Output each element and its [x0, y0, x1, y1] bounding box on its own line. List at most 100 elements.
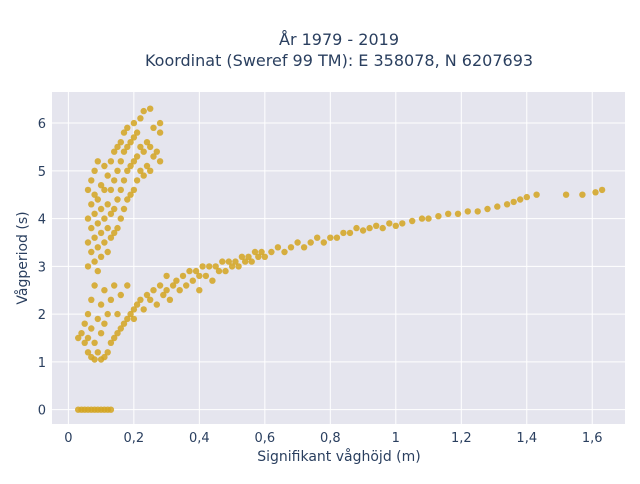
tick-labels: 0 0,2 0,4 0,6 0,8 1 1,2 1,4 1,6 0 1 2 3 4 5 6 [38, 117, 603, 446]
data-point [97, 253, 105, 260]
data-point [127, 191, 134, 198]
data-point [150, 124, 157, 131]
data-point [156, 158, 164, 165]
data-point [97, 229, 105, 237]
data-point [140, 172, 147, 179]
data-point [124, 143, 131, 151]
data-point [107, 339, 115, 346]
data-point [409, 217, 416, 225]
data-point [242, 258, 249, 265]
x-tick-label: 0,4 [189, 431, 210, 446]
data-point [173, 277, 180, 284]
data-point [235, 263, 242, 270]
data-point [133, 129, 141, 136]
data-point [88, 224, 95, 232]
data-point [418, 215, 426, 222]
data-point [212, 263, 219, 270]
data-point [320, 239, 327, 246]
data-point [474, 208, 481, 215]
data-point [104, 349, 111, 356]
data-point [287, 244, 295, 251]
data-point [107, 406, 115, 413]
data-point [91, 339, 98, 346]
data-point [183, 282, 190, 289]
data-point [340, 229, 347, 237]
data-point [169, 282, 177, 289]
y-axis-title: Vågperiod (s) [14, 211, 31, 304]
data-point [124, 167, 131, 174]
data-point [114, 330, 121, 337]
data-point [143, 139, 151, 146]
data-point [143, 291, 151, 299]
x-tick-label: 1,6 [582, 431, 603, 446]
data-point [219, 258, 226, 265]
data-point [153, 148, 160, 155]
data-point [222, 267, 229, 275]
data-point [258, 248, 265, 256]
data-point [140, 148, 147, 155]
data-point [215, 267, 223, 275]
data-point [130, 306, 138, 313]
data-point [111, 205, 118, 213]
data-point [120, 129, 128, 136]
data-point [137, 143, 144, 151]
data-point [117, 158, 125, 165]
data-point [130, 119, 138, 127]
data-point [202, 272, 210, 280]
data-point [163, 287, 170, 294]
data-point [386, 220, 393, 227]
data-point [517, 196, 524, 203]
data-point [464, 208, 471, 215]
data-point [206, 263, 213, 270]
data-point [533, 191, 540, 198]
data-point [238, 253, 246, 260]
data-point [251, 248, 259, 256]
data-point [91, 282, 98, 289]
data-point [359, 227, 367, 234]
data-point [97, 182, 105, 189]
data-point [84, 215, 92, 222]
data-point [91, 210, 98, 217]
data-point [94, 267, 102, 275]
x-tick-label: 0,2 [124, 431, 145, 446]
data-point [84, 349, 92, 356]
data-point [114, 310, 121, 318]
x-tick-label: 0,8 [320, 431, 341, 446]
data-point [186, 267, 193, 275]
y-tick-label: 1 [38, 356, 46, 371]
data-point [111, 148, 118, 155]
data-point [156, 119, 164, 127]
data-point [232, 258, 239, 265]
data-point [111, 177, 118, 184]
data-point [366, 224, 373, 232]
data-point [111, 282, 118, 289]
data-point [88, 325, 95, 332]
y-tick-label: 5 [38, 165, 46, 180]
x-tick-label: 1,2 [451, 431, 472, 446]
data-point [435, 213, 442, 220]
data-point [445, 210, 452, 217]
data-point [150, 153, 157, 160]
data-point [494, 203, 501, 210]
data-point [88, 201, 95, 208]
data-point [124, 124, 131, 131]
data-point [150, 287, 157, 294]
data-point [156, 282, 164, 289]
data-point [163, 272, 170, 280]
data-point [137, 167, 144, 174]
data-point [130, 134, 138, 141]
data-point [209, 277, 216, 284]
data-point [97, 205, 105, 213]
data-point [101, 215, 108, 222]
data-point [196, 287, 203, 294]
data-point [147, 105, 154, 112]
data-point [88, 296, 95, 303]
data-point [392, 222, 399, 229]
y-tick-label: 0 [38, 404, 46, 419]
data-point [94, 244, 102, 251]
data-point [133, 301, 141, 308]
data-point [598, 186, 606, 194]
data-point [101, 239, 108, 246]
data-point [579, 191, 586, 198]
